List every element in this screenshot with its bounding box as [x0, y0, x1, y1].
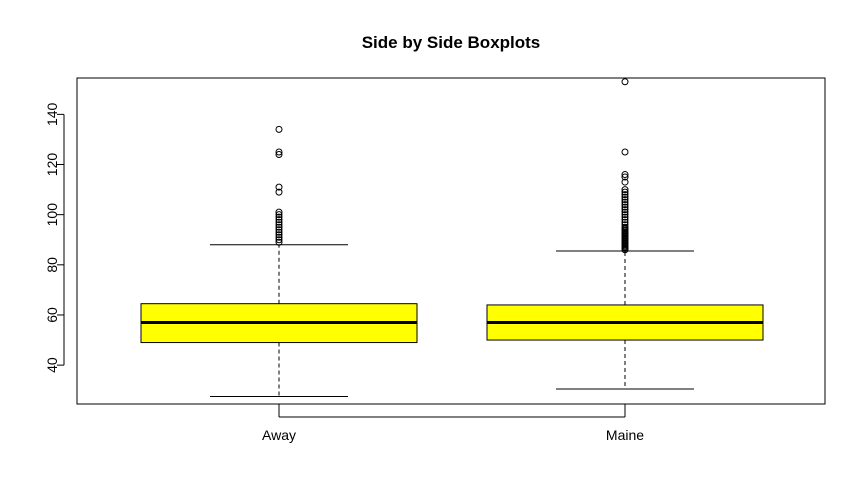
outlier-point [621, 173, 629, 181]
outlier-point [275, 213, 283, 221]
outlier-point [275, 188, 283, 196]
outlier-point [275, 236, 283, 244]
outlier-point [621, 196, 629, 204]
y-tick-label: 60 [44, 307, 60, 323]
outlier-point [621, 178, 629, 186]
outlier-point [275, 221, 283, 229]
x-tick-label: Away [262, 427, 296, 443]
outlier-point [621, 206, 629, 214]
outlier-point [621, 218, 629, 226]
outlier-point [275, 183, 283, 191]
outlier-point [621, 148, 629, 156]
x-axis: Away Maine [262, 404, 644, 443]
outlier-point [275, 211, 283, 219]
y-tick-label: 120 [44, 153, 60, 177]
outlier-point [621, 188, 629, 196]
y-axis: 40 60 80 100 120 140 [44, 102, 65, 373]
x-tick-label: Maine [606, 427, 644, 443]
outlier-point [275, 223, 283, 231]
outlier-point [621, 223, 629, 231]
y-tick-label: 80 [44, 257, 60, 273]
outlier-point [621, 208, 629, 216]
outlier-point [621, 203, 629, 211]
outlier-point [275, 218, 283, 226]
outlier-point [275, 208, 283, 216]
box-away [140, 125, 418, 397]
y-tick-label: 140 [44, 102, 60, 126]
outlier-point [275, 125, 283, 133]
y-tick-label: 100 [44, 203, 60, 227]
outlier-point [621, 193, 629, 201]
outlier-point [621, 213, 629, 221]
y-tick-label: 40 [44, 357, 60, 373]
outlier-point [621, 216, 629, 224]
plot-frame [76, 77, 826, 405]
outlier-point [621, 191, 629, 199]
outlier-point [621, 186, 629, 194]
outlier-point [621, 201, 629, 209]
boxes-layer [140, 78, 764, 397]
outlier-point [275, 150, 283, 158]
outlier-point [275, 148, 283, 156]
outlier-point [621, 78, 629, 86]
outlier-point [275, 238, 283, 246]
outlier-point [621, 211, 629, 219]
chart-title: Side by Side Boxplots [362, 33, 541, 52]
outlier-point [275, 216, 283, 224]
outlier-point [621, 171, 629, 179]
outlier-point [275, 228, 283, 236]
outlier-point [275, 231, 283, 239]
outlier-point [621, 221, 629, 229]
outlier-point [621, 198, 629, 206]
box-maine [486, 78, 764, 390]
outlier-point [275, 233, 283, 241]
outlier-point [275, 226, 283, 234]
